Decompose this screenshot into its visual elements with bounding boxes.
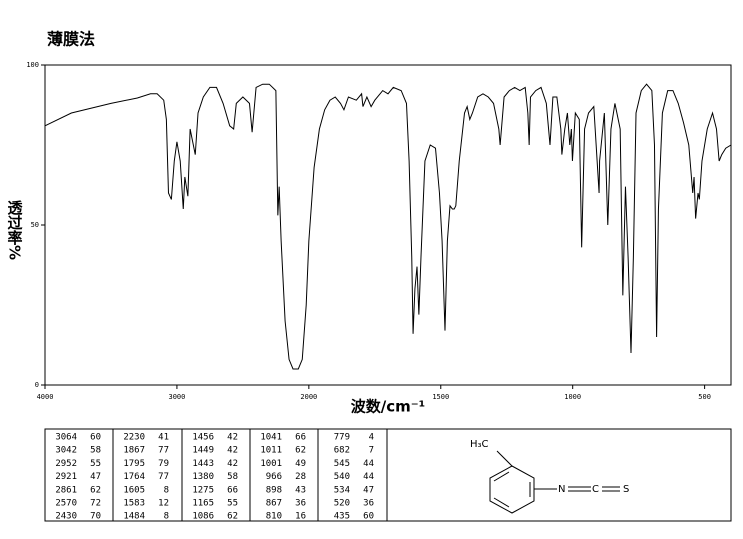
table-cell: 41 [158, 433, 169, 443]
peak-table-frame [44, 428, 732, 522]
table-cell: 1275 [192, 485, 214, 495]
table-cell: 42 [227, 433, 238, 443]
table-cell: 1443 [192, 459, 214, 469]
table-cell: 44 [363, 472, 374, 482]
table-cell: 60 [90, 433, 101, 443]
table-cell: 1456 [192, 433, 214, 443]
spectrum-line [44, 83, 732, 370]
table-cell: 55 [90, 459, 101, 469]
table-cell: 43 [295, 485, 306, 495]
table-cell: 2230 [123, 433, 145, 443]
table-cell: 12 [158, 499, 169, 509]
table-cell: 534 [334, 485, 350, 495]
table-cell: 55 [227, 499, 238, 509]
table-cell: 42 [227, 446, 238, 456]
x-tick-label: 1000 [564, 393, 581, 401]
table-cell: 66 [227, 485, 238, 495]
table-cell: 1795 [123, 459, 145, 469]
table-cell: 435 [334, 512, 350, 522]
table-cell: 1583 [123, 499, 145, 509]
x-tick-label: 2000 [300, 393, 317, 401]
table-cell: 66 [295, 433, 306, 443]
table-cell: 1380 [192, 472, 214, 482]
atom-label: N [558, 484, 565, 495]
table-cell: 1605 [123, 485, 145, 495]
table-cell: 2861 [55, 485, 77, 495]
atom-label: C [592, 484, 599, 495]
table-cell: 58 [90, 446, 101, 456]
atom-label: S [623, 484, 629, 495]
table-cell: 16 [295, 512, 306, 522]
table-cell: 4 [369, 433, 374, 443]
table-cell: 1165 [192, 499, 214, 509]
table-cell: 1001 [260, 459, 282, 469]
structure-diagram [489, 450, 620, 514]
table-cell: 966 [266, 472, 282, 482]
table-cell: 810 [266, 512, 282, 522]
y-tick-label: 100 [26, 61, 39, 69]
table-cell: 47 [363, 485, 374, 495]
table-cell: 540 [334, 472, 350, 482]
table-cell: 8 [164, 512, 169, 522]
chart-title: 薄膜法 [47, 30, 95, 49]
table-cell: 682 [334, 446, 350, 456]
table-cell: 60 [363, 512, 374, 522]
atom-label: H₃C [470, 439, 489, 450]
table-cell: 1041 [260, 433, 282, 443]
table-cell: 36 [363, 499, 374, 509]
table-cell: 36 [295, 499, 306, 509]
table-cell: 1011 [260, 446, 282, 456]
x-tick-label: 500 [698, 393, 711, 401]
table-cell: 77 [158, 446, 169, 456]
table-cell: 8 [164, 485, 169, 495]
table-cell: 1449 [192, 446, 214, 456]
x-tick-label: 3000 [168, 393, 185, 401]
table-cell: 49 [295, 459, 306, 469]
table-cell: 72 [90, 499, 101, 509]
x-tick-label: 4000 [37, 393, 54, 401]
table-cell: 79 [158, 459, 169, 469]
table-cell: 70 [90, 512, 101, 522]
table-cell: 62 [227, 512, 238, 522]
table-cell: 7 [369, 446, 374, 456]
y-axis-label: 透过率% [6, 200, 24, 260]
table-cell: 898 [266, 485, 282, 495]
table-cell: 44 [363, 459, 374, 469]
table-cell: 1764 [123, 472, 145, 482]
x-axis-label: 波数/cm⁻¹ [351, 398, 426, 416]
table-cell: 77 [158, 472, 169, 482]
table-cell: 1484 [123, 512, 145, 522]
x-tick-label: 1500 [432, 393, 449, 401]
table-cell: 3064 [55, 433, 77, 443]
table-cell: 28 [295, 472, 306, 482]
table-cell: 2921 [55, 472, 77, 482]
table-cell: 1867 [123, 446, 145, 456]
table-cell: 520 [334, 499, 350, 509]
table-cell: 2430 [55, 512, 77, 522]
table-cell: 1086 [192, 512, 214, 522]
table-cell: 3042 [55, 446, 77, 456]
table-cell: 867 [266, 499, 282, 509]
y-tick-label: 0 [35, 381, 39, 389]
y-tick-label: 50 [31, 221, 39, 229]
table-cell: 42 [227, 459, 238, 469]
table-cell: 545 [334, 459, 350, 469]
table-cell: 2952 [55, 459, 77, 469]
plot-frame [44, 64, 732, 386]
table-cell: 47 [90, 472, 101, 482]
table-cell: 779 [334, 433, 350, 443]
table-cell: 58 [227, 472, 238, 482]
table-cell: 2570 [55, 499, 77, 509]
table-cell: 62 [295, 446, 306, 456]
table-cell: 62 [90, 485, 101, 495]
